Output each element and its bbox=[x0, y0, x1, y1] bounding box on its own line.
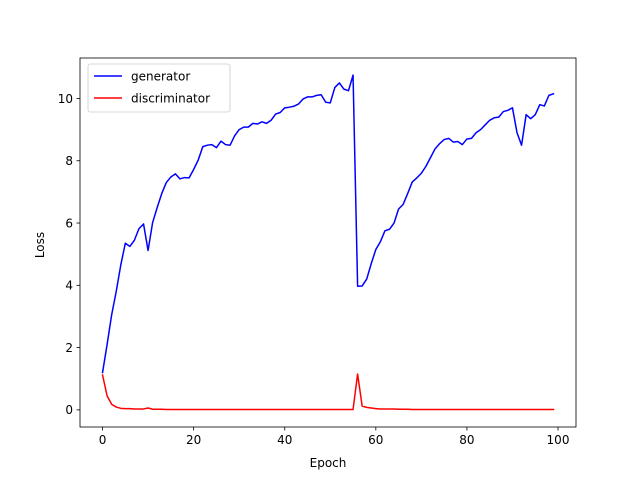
legend-box bbox=[87, 63, 231, 113]
axes-layer: 0 20 40 60 80 100 0 2 4 6 8 10 bbox=[58, 57, 577, 447]
y-axis-label: Loss bbox=[33, 232, 47, 258]
y-tick-label: 2 bbox=[65, 341, 73, 355]
legend-label-generator: generator bbox=[131, 69, 190, 83]
x-axis-label: Epoch bbox=[310, 456, 347, 470]
series-line-discriminator bbox=[101, 373, 555, 411]
series-line-generator bbox=[101, 74, 555, 374]
x-tick-label: 60 bbox=[368, 433, 383, 447]
x-tick-label: 0 bbox=[99, 433, 107, 447]
legend-label-discriminator: discriminator bbox=[131, 91, 210, 105]
x-tick-label: 100 bbox=[547, 433, 570, 447]
series-layer bbox=[101, 74, 555, 411]
y-tick-label: 8 bbox=[65, 154, 73, 168]
y-tick-label: 4 bbox=[65, 279, 73, 293]
x-tick-label: 20 bbox=[186, 433, 201, 447]
legend: generator discriminator bbox=[87, 63, 231, 113]
axes-frame bbox=[79, 57, 577, 428]
y-tick-label: 10 bbox=[58, 92, 73, 106]
x-tick-label: 40 bbox=[277, 433, 292, 447]
y-tick-label: 0 bbox=[65, 403, 73, 417]
y-tick-label: 6 bbox=[65, 216, 73, 230]
x-tick-label: 80 bbox=[459, 433, 474, 447]
